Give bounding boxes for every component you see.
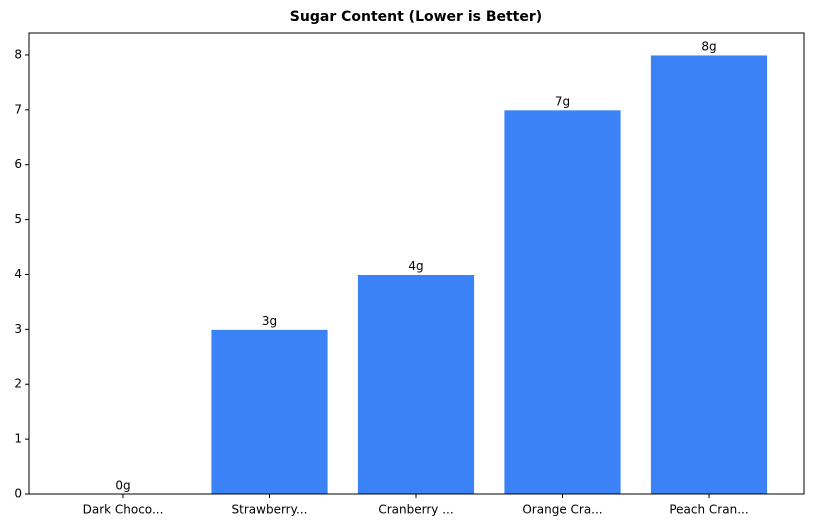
bar	[210, 328, 329, 495]
y-tick-label: 4	[14, 267, 22, 281]
plot-frame	[28, 32, 805, 495]
bar	[503, 109, 622, 495]
y-tick-label: 6	[14, 157, 22, 171]
value-label: 3g	[262, 314, 277, 328]
y-tick-label: 5	[14, 212, 22, 226]
bar	[356, 273, 476, 495]
value-label: 0g	[115, 479, 130, 493]
y-tick-label: 1	[14, 432, 22, 446]
x-tick-label: Cranberry ...	[378, 503, 453, 517]
value-label: 4g	[408, 259, 423, 273]
bar	[649, 54, 769, 495]
value-label: 7g	[555, 94, 570, 108]
y-tick-label: 8	[14, 47, 22, 61]
y-tick-label: 3	[14, 322, 22, 336]
x-tick-label: Orange Cra...	[522, 503, 602, 517]
value-label: 8g	[701, 39, 716, 53]
y-tick-label: 2	[14, 377, 22, 391]
y-tick-label: 7	[14, 102, 22, 116]
chart-title: Sugar Content (Lower is Better)	[290, 9, 542, 25]
x-tick-label: Strawberry...	[232, 503, 308, 517]
x-tick-label: Dark Choco...	[83, 503, 164, 517]
y-tick-label: 0	[14, 487, 22, 501]
x-tick-label: Peach Cran...	[669, 503, 748, 517]
